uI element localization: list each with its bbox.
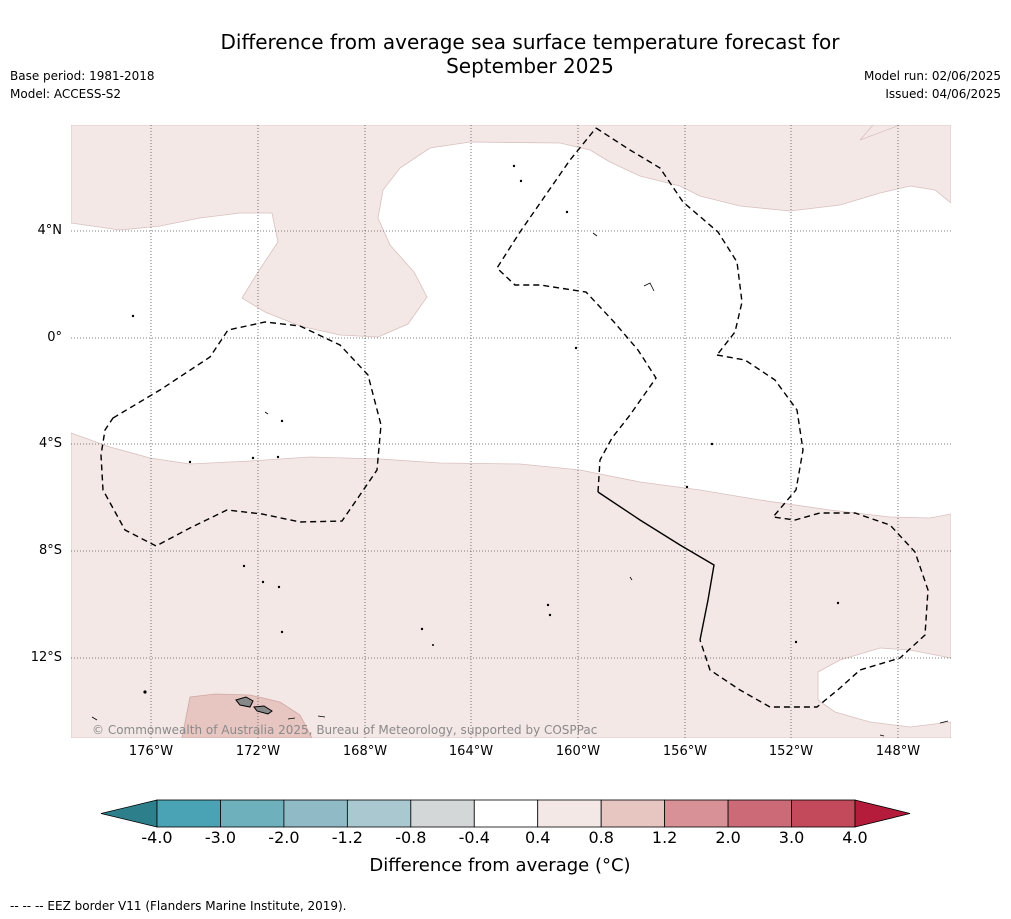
colorbar-segment [600, 799, 666, 828]
eez-border-central [496, 127, 929, 708]
colorbar-segment [283, 799, 348, 828]
map-title: Difference from average sea surface temp… [180, 30, 880, 78]
colorbar-tick-label: 2.0 [715, 828, 741, 847]
island-upolu [253, 705, 273, 715]
atoll [512, 164, 516, 168]
lat-label-8s: 8°S [38, 543, 62, 558]
atoll [420, 627, 424, 631]
title-line-1: Difference from average sea surface temp… [220, 30, 840, 54]
lat-label-equator: 0° [47, 330, 62, 345]
eez-border-west [100, 321, 382, 547]
lon-label-152w: 152°W [768, 744, 814, 759]
lon-label-160w: 160°W [555, 744, 601, 759]
warm-anomaly-south [71, 432, 951, 738]
atoll [287, 717, 296, 720]
lon-label-148w: 148°W [875, 744, 921, 759]
eez-footnote: -- -- -- EEZ border V11 (Flanders Marine… [10, 899, 347, 913]
colorbar-tick-label: -1.2 [331, 828, 363, 847]
atoll [546, 603, 550, 607]
colorbar-segment [537, 799, 602, 828]
lon-label-176w: 176°W [128, 744, 174, 759]
colorbar-tick-label: 0.8 [588, 828, 614, 847]
atoll [879, 734, 885, 737]
colorbar-tick-label: 3.0 [778, 828, 805, 847]
atoll [280, 419, 284, 423]
colorbar-segment [346, 799, 412, 828]
colorbar-tick-label: 1.2 [651, 828, 678, 847]
atoll [836, 601, 840, 605]
lon-label-164w: 164°W [448, 744, 494, 759]
atoll [91, 716, 98, 721]
colorbar-segment [156, 799, 221, 828]
colorbar-label: Difference from average (°C) [369, 855, 631, 876]
colorbar-tick-label: -0.8 [395, 828, 427, 847]
colorbar-tick-label: 4.0 [842, 828, 868, 847]
atoll [519, 179, 523, 183]
eez-border-solid [597, 491, 715, 641]
atoll [710, 442, 714, 446]
warm-anomaly-medium [181, 693, 313, 738]
atoll [242, 564, 246, 568]
lat-label-4s: 4°S [38, 436, 62, 451]
colorbar-segment [410, 799, 475, 828]
atoll [939, 720, 949, 724]
copyright-notice: © Commonwealth of Australia 2025, Bureau… [92, 723, 598, 737]
issued-date: Issued: 04/06/2025 [885, 87, 1001, 101]
base-period: Base period: 1981-2018 [10, 69, 155, 83]
atoll [592, 232, 598, 237]
warm-anomaly-north [71, 125, 951, 338]
lat-label-12s: 12°S [30, 650, 62, 665]
colorbar-tick-label: -3.0 [204, 828, 237, 847]
atoll [317, 715, 326, 718]
atoll [574, 346, 578, 350]
lon-label-172w: 172°W [235, 744, 281, 759]
meta-left: Base period: 1981-2018 Model: ACCESS-S2 [10, 67, 155, 103]
lon-label-168w: 168°W [342, 744, 388, 759]
atoll [685, 485, 689, 489]
model-run: Model run: 02/06/2025 [863, 69, 1001, 83]
atoll [131, 314, 135, 318]
atoll [251, 456, 255, 460]
atoll [548, 613, 552, 617]
atoll [277, 585, 281, 589]
colorbar-segment [727, 799, 792, 828]
colorbar-tick-label: -4.0 [141, 828, 173, 847]
lat-label-4n: 4°N [37, 223, 63, 238]
colorbar-extend-low [100, 799, 158, 828]
atoll [431, 644, 434, 647]
colorbar-tick-label: 0.4 [524, 828, 551, 847]
colorbar-segment [664, 799, 729, 828]
meta-right: Model run: 02/06/2025 Issued: 04/06/2025 [864, 67, 1001, 103]
colorbar-extend-high [854, 799, 911, 828]
colorbar-segment [473, 799, 539, 828]
colorbar-tick-label: -2.0 [268, 828, 300, 847]
atoll [264, 411, 269, 415]
atoll [143, 690, 147, 694]
atoll [794, 640, 798, 644]
colorbar-segment [220, 799, 285, 828]
colorbar-tick-label: -0.4 [458, 828, 490, 847]
title-line-2: September 2025 [446, 54, 614, 78]
atoll [565, 210, 569, 214]
model-name: Model: ACCESS-S2 [10, 87, 122, 101]
atoll [261, 580, 265, 584]
atoll [188, 460, 192, 464]
colorbar-segment [791, 799, 856, 828]
warm-anomaly-north-tip [859, 125, 901, 141]
atoll [280, 630, 284, 634]
colorbar-segments [100, 799, 911, 828]
lon-label-156w: 156°W [662, 744, 708, 759]
atoll [276, 455, 280, 459]
atoll [643, 282, 655, 292]
graticule [71, 125, 951, 738]
atoll [629, 576, 633, 581]
island-savaii [235, 696, 254, 708]
